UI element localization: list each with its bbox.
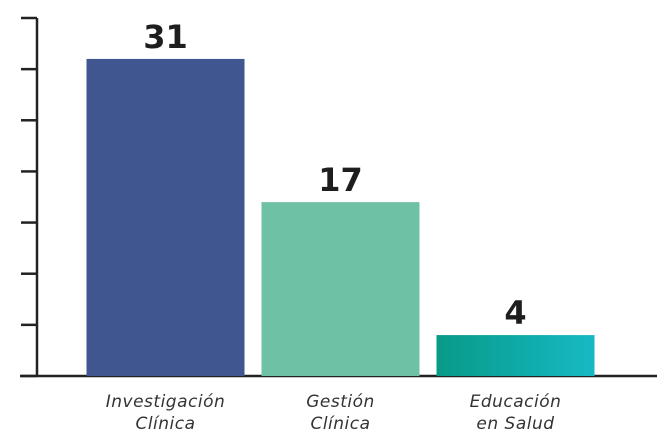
value-label: 17	[318, 161, 363, 199]
value-label: 4	[504, 294, 526, 332]
bar	[86, 58, 245, 377]
x-tick-label: en Salud	[476, 414, 554, 434]
x-tick-label: Investigación	[106, 392, 226, 412]
bar	[261, 202, 420, 376]
bar	[436, 335, 595, 376]
x-tick-label: Clínica	[310, 414, 370, 434]
value-label: 31	[143, 18, 188, 56]
x-tick-label: Educación	[470, 392, 562, 412]
x-tick-label: Clínica	[135, 414, 195, 434]
x-tick-label: Gestión	[306, 392, 375, 412]
